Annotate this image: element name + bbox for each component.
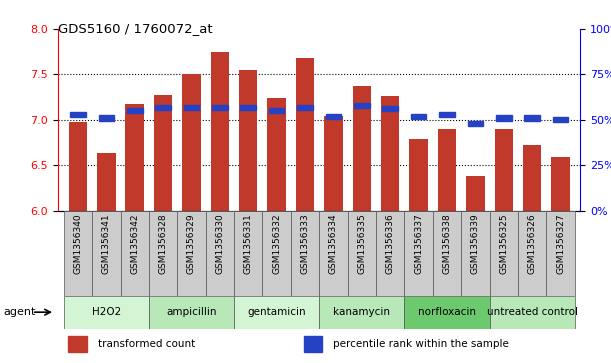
Bar (461, 211, 489, 296)
Bar (125, 104, 144, 211)
Text: GSM1356326: GSM1356326 (528, 213, 536, 274)
Text: agent: agent (3, 307, 35, 317)
Text: GSM1356333: GSM1356333 (301, 213, 310, 274)
Text: ampicillin: ampicillin (166, 307, 217, 317)
Bar (467, 121, 483, 126)
Bar (546, 211, 575, 296)
Bar (68, 122, 87, 211)
Bar (553, 117, 568, 122)
Text: GSM1356327: GSM1356327 (556, 213, 565, 274)
Bar (494, 129, 513, 211)
Bar (411, 114, 426, 119)
Bar (206, 211, 234, 296)
Text: gentamicin: gentamicin (247, 307, 306, 317)
Bar (304, 336, 323, 352)
Bar (177, 211, 206, 296)
Bar (381, 96, 400, 211)
Bar (496, 115, 511, 121)
Text: norfloxacin: norfloxacin (418, 307, 476, 317)
Bar (404, 211, 433, 296)
Text: transformed count: transformed count (98, 339, 195, 349)
Text: GSM1356340: GSM1356340 (73, 213, 82, 274)
Bar (97, 153, 115, 211)
Text: GSM1356339: GSM1356339 (471, 213, 480, 274)
Text: GDS5160 / 1760072_at: GDS5160 / 1760072_at (58, 22, 213, 35)
Bar (291, 211, 320, 296)
Bar (68, 336, 87, 352)
Bar (182, 74, 200, 211)
Text: GSM1356329: GSM1356329 (187, 213, 196, 274)
Bar (404, 296, 489, 329)
Text: percentile rank within the sample: percentile rank within the sample (333, 339, 509, 349)
Text: GSM1356328: GSM1356328 (159, 213, 167, 274)
Text: GSM1356334: GSM1356334 (329, 213, 338, 274)
Bar (489, 296, 575, 329)
Bar (326, 114, 342, 119)
Bar (518, 211, 546, 296)
Bar (297, 105, 313, 110)
Bar (241, 105, 256, 110)
Bar (438, 129, 456, 211)
Bar (269, 108, 285, 113)
Bar (489, 211, 518, 296)
Bar (353, 86, 371, 211)
Bar (149, 296, 234, 329)
Bar (523, 145, 541, 211)
Bar (466, 176, 485, 211)
Text: GSM1356341: GSM1356341 (102, 213, 111, 274)
Bar (127, 108, 142, 113)
Bar (64, 211, 92, 296)
Text: untreated control: untreated control (487, 307, 577, 317)
Bar (409, 139, 428, 211)
Bar (149, 211, 177, 296)
Bar (524, 115, 540, 121)
Bar (348, 211, 376, 296)
Bar (155, 105, 171, 110)
Bar (382, 106, 398, 111)
Bar (263, 211, 291, 296)
Bar (70, 112, 86, 117)
Bar (296, 58, 314, 211)
Bar (120, 211, 149, 296)
Bar (433, 211, 461, 296)
Text: GSM1356335: GSM1356335 (357, 213, 367, 274)
Text: GSM1356338: GSM1356338 (442, 213, 452, 274)
Text: kanamycin: kanamycin (334, 307, 390, 317)
Bar (439, 112, 455, 117)
Bar (98, 115, 114, 121)
Bar (376, 211, 404, 296)
Bar (154, 95, 172, 211)
Bar (320, 211, 348, 296)
Bar (64, 296, 149, 329)
Text: GSM1356342: GSM1356342 (130, 213, 139, 274)
Bar (324, 116, 343, 211)
Bar (234, 211, 263, 296)
Bar (239, 70, 257, 211)
Bar (551, 157, 570, 211)
Bar (92, 211, 120, 296)
Bar (184, 105, 199, 110)
Bar (320, 296, 404, 329)
Text: GSM1356332: GSM1356332 (272, 213, 281, 274)
Bar (354, 103, 370, 108)
Bar (268, 98, 286, 211)
Text: H2O2: H2O2 (92, 307, 121, 317)
Text: GSM1356336: GSM1356336 (386, 213, 395, 274)
Bar (212, 105, 228, 110)
Text: GSM1356325: GSM1356325 (499, 213, 508, 274)
Text: GSM1356331: GSM1356331 (244, 213, 253, 274)
Text: GSM1356330: GSM1356330 (215, 213, 224, 274)
Bar (211, 52, 229, 211)
Text: GSM1356337: GSM1356337 (414, 213, 423, 274)
Bar (234, 296, 320, 329)
